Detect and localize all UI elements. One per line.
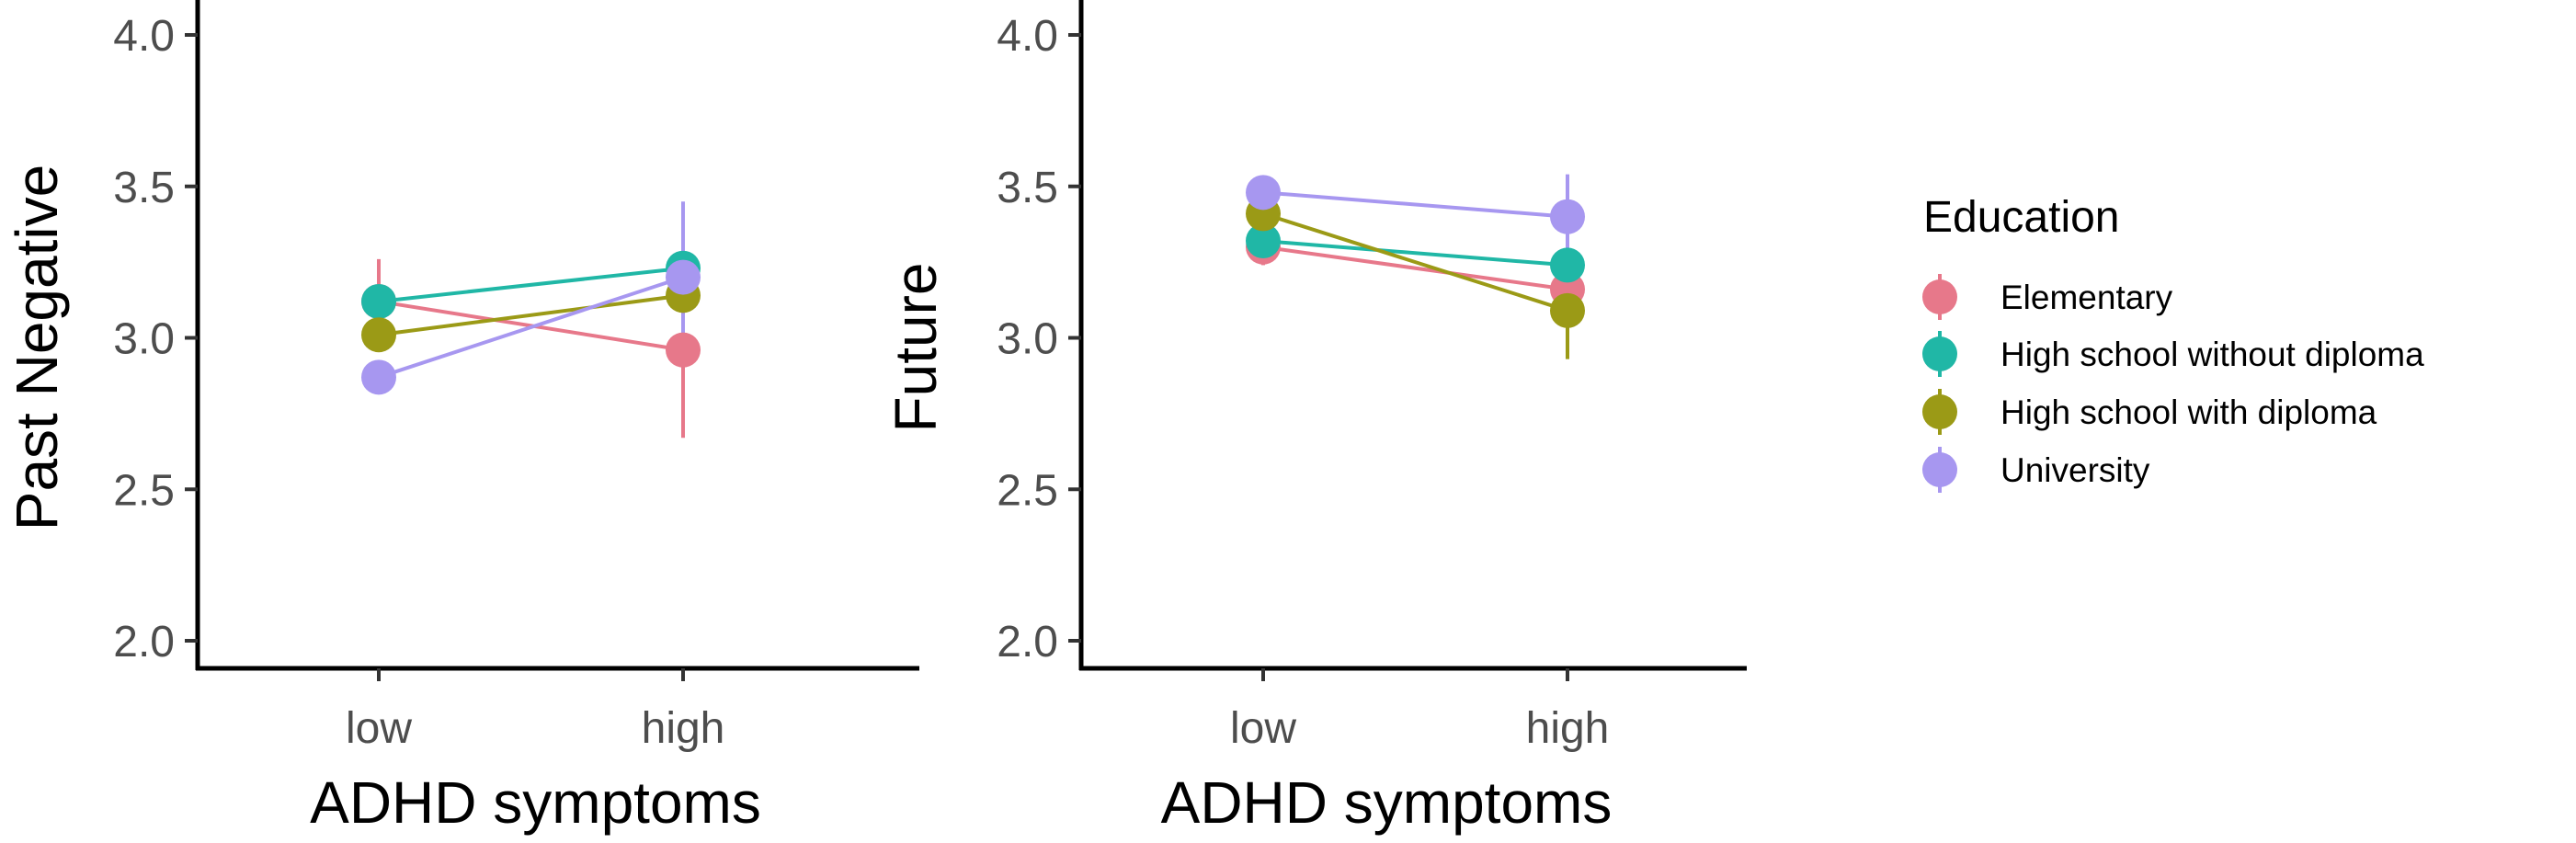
y-tick-label: 3.0 [113,315,175,364]
legend-key-dot [1922,336,1957,371]
legend-key-dot [1922,279,1957,314]
y-tick-label: 3.0 [997,315,1058,364]
series-line [378,293,684,337]
x-tick-label: low [346,704,412,753]
legend-key-dot [1922,394,1957,429]
y-tick-label: 4.0 [113,12,175,61]
data-point [666,259,701,295]
y-tick-label: 2.0 [113,618,175,666]
data-point [1550,199,1585,234]
series-line [1262,239,1568,268]
data-point [666,332,701,368]
y-axis-title: Past Negative [4,165,70,530]
legend-item-university: University [1922,447,2150,493]
legend-label: High school with diploma [2000,393,2377,431]
series-line [1262,190,1568,219]
plot-area [198,28,919,668]
series-line [378,266,684,303]
chart-panel-1: 2.0 2.5 3.0 3.5 4.0 low high ADHD symptoms Past … [4,0,919,836]
legend-item-elementary: Elementary [1922,274,2173,320]
data-point [361,283,396,319]
y-tick-label: 2.5 [997,466,1058,515]
series-line [1262,211,1568,313]
legend-label: Elementary [2000,279,2173,316]
legend-title: Education [1923,193,2120,242]
legend: Education Elementary High school without… [1922,193,2424,493]
legend-label: University [2000,451,2150,489]
legend-item-high-school-with-diploma: High school with diploma [1922,389,2377,435]
data-point [1246,223,1281,259]
plot-area [1081,28,1747,668]
data-point [1550,247,1585,283]
chart-panel-2: 2.0 2.5 3.0 3.5 4.0 low high ADHD symptoms Futur… [883,0,1747,836]
series-line [378,275,684,380]
x-axis-title: ADHD symptoms [310,769,761,836]
x-tick-label: high [1526,704,1610,753]
series-line [1262,245,1568,291]
x-tick-label: low [1230,704,1296,753]
y-axis-title: Future [883,263,949,433]
x-axis-title: ADHD symptoms [1161,769,1613,836]
legend-label: High school without diploma [2000,336,2424,373]
y-tick-label: 2.0 [997,618,1058,666]
y-tick-label: 3.5 [997,164,1058,212]
legend-key-dot [1922,452,1957,487]
data-point [361,359,396,395]
x-tick-label: high [642,704,725,753]
data-point [361,317,396,353]
y-tick-label: 4.0 [997,12,1058,61]
y-tick-label: 2.5 [113,466,175,515]
legend-item-high-school-without-diploma: High school without diploma [1922,331,2424,377]
data-point [1246,175,1281,211]
y-tick-label: 3.5 [113,164,175,212]
data-point [1550,292,1585,328]
